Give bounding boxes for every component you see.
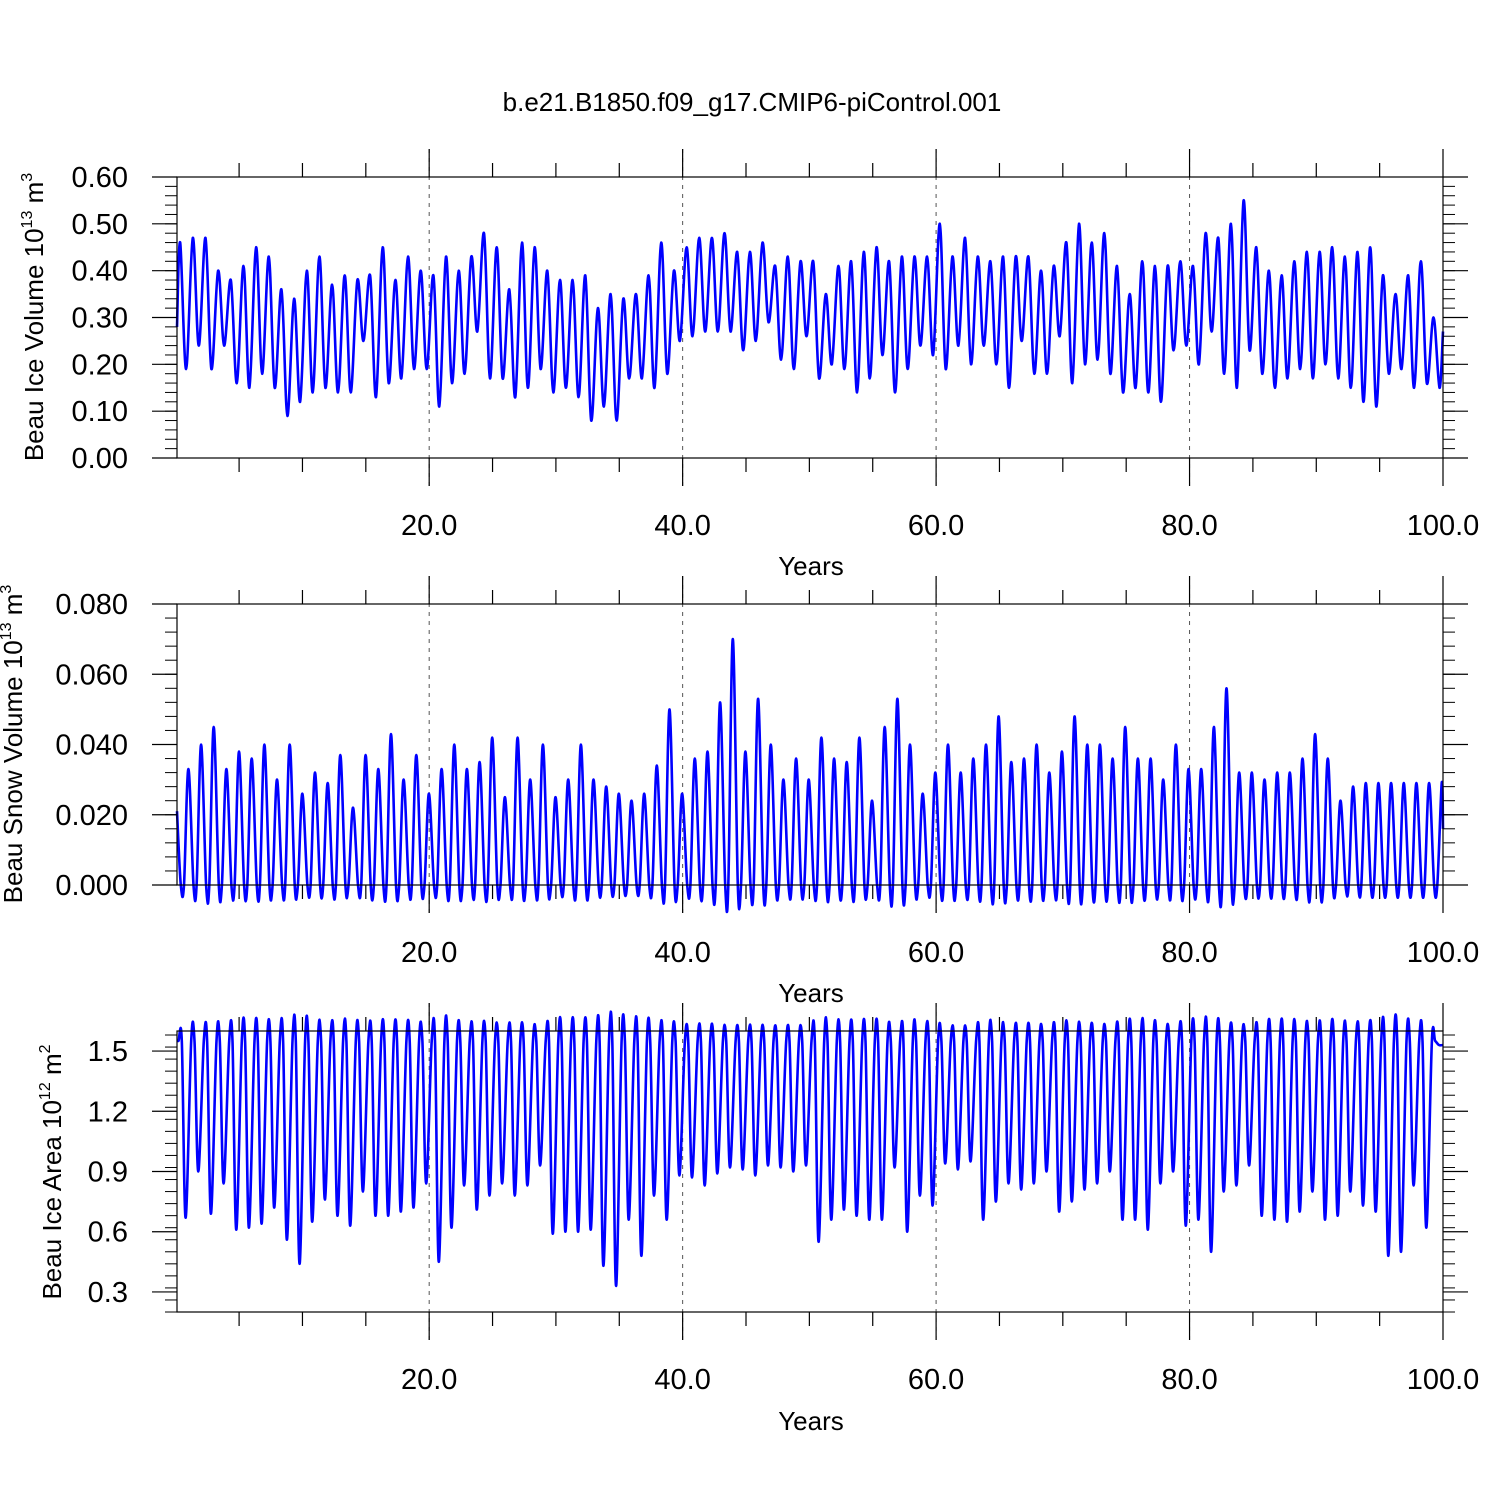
- x-axis-label: Years: [778, 551, 844, 581]
- y-axis-label-unit: m: [19, 182, 49, 211]
- y-axis-label-prefix: Beau Ice Volume 10: [19, 228, 49, 461]
- x-tick-label: 100.0: [1407, 937, 1480, 969]
- ice-volume-panel: Years Beau Ice Volume 1013 m3 0.00 0.10 0.…: [19, 149, 1479, 581]
- x-axis-label: Years: [778, 978, 844, 1008]
- y-axis-label-unit: m: [37, 1053, 67, 1082]
- y-axis-label-exponent: 13: [0, 622, 15, 640]
- y-tick-label: 0.040: [55, 730, 128, 762]
- y-axis-label-unit: m: [0, 594, 28, 623]
- x-tick-label: 80.0: [1161, 937, 1217, 969]
- series-line: [175, 199, 1445, 422]
- y-axis-label-exponent: 12: [37, 1082, 54, 1100]
- x-tick-label: 40.0: [654, 1364, 710, 1396]
- series-line: [177, 1010, 1444, 1288]
- y-tick-label: 1.2: [88, 1096, 128, 1128]
- y-tick-label: 0.6: [88, 1217, 128, 1249]
- y-tick-label: 0.080: [55, 589, 128, 621]
- y-tick-label: 0.50: [72, 209, 128, 241]
- y-tick-label: 0.40: [72, 256, 128, 288]
- x-tick-label: 60.0: [908, 510, 964, 542]
- figure-title: b.e21.B1850.f09_g17.CMIP6-piControl.001: [503, 87, 1002, 117]
- y-tick-label: 0.30: [72, 303, 128, 335]
- y-axis-label-exponent: 13: [19, 211, 36, 229]
- y-axis-label-unit-exponent: 2: [37, 1044, 54, 1053]
- y-axis-label-prefix: Beau Snow Volume 10: [0, 640, 28, 903]
- y-axis-label-prefix: Beau Ice Area 10: [37, 1100, 67, 1299]
- x-tick-label: 20.0: [401, 1364, 457, 1396]
- x-tick-label: 40.0: [654, 510, 710, 542]
- snow-volume-panel: Years Beau Snow Volume 1013 m3 0.000 0.02…: [0, 576, 1479, 1008]
- y-tick-label: 0.000: [55, 870, 128, 902]
- y-tick-label: 0.060: [55, 659, 128, 691]
- y-tick-label: 0.10: [72, 396, 128, 428]
- x-tick-label: 100.0: [1407, 510, 1480, 542]
- x-tick-label: 80.0: [1161, 1364, 1217, 1396]
- x-tick-label: 40.0: [654, 937, 710, 969]
- x-tick-label: 20.0: [401, 937, 457, 969]
- y-tick-label: 0.00: [72, 443, 128, 475]
- x-tick-label: 60.0: [908, 1364, 964, 1396]
- y-tick-label: 1.5: [88, 1036, 128, 1068]
- x-tick-label: 60.0: [908, 937, 964, 969]
- y-axis-label-unit-exponent: 3: [0, 585, 15, 594]
- y-tick-label: 0.3: [88, 1277, 128, 1309]
- y-tick-label: 0.60: [72, 162, 128, 194]
- x-axis-label: Years: [778, 1406, 844, 1436]
- x-tick-label: 20.0: [401, 510, 457, 542]
- y-tick-label: 0.20: [72, 349, 128, 381]
- y-tick-label: 0.020: [55, 800, 128, 832]
- x-tick-label: 100.0: [1407, 1364, 1480, 1396]
- y-tick-label: 0.9: [88, 1157, 128, 1189]
- y-axis-label: Beau Ice Volume 1013 m3: [19, 173, 49, 461]
- series-line: [175, 637, 1445, 914]
- y-axis-label-unit-exponent: 3: [19, 173, 36, 182]
- y-axis-label: Beau Ice Area 1012 m2: [37, 1044, 67, 1299]
- x-tick-label: 80.0: [1161, 510, 1217, 542]
- y-axis-label: Beau Snow Volume 1013 m3: [0, 585, 28, 904]
- ice-area-panel: Years Beau Ice Area 1012 m2 0.3 0.6 0.9 1.2…: [37, 1003, 1479, 1436]
